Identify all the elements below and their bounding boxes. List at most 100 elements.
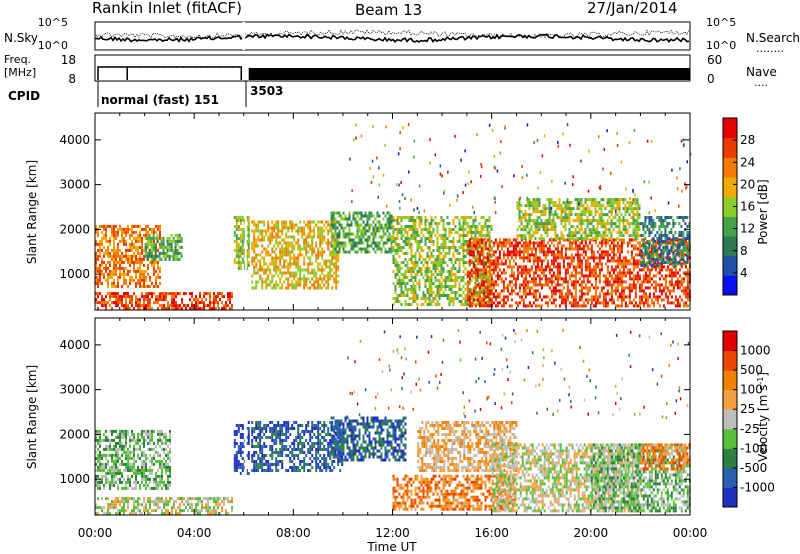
heatmap-cell (392, 234, 395, 237)
heatmap-cell (682, 277, 685, 281)
heatmap-cell (540, 219, 543, 223)
heatmap-cell (660, 219, 663, 222)
heatmap-cell (145, 227, 147, 231)
heatmap-cell (590, 234, 593, 238)
heatmap-cell (630, 271, 633, 275)
heatmap-cell (374, 229, 377, 233)
freq-y-tick-top: 18 (61, 53, 76, 67)
heatmap-cell (121, 233, 123, 237)
heatmap-cell (564, 219, 567, 223)
heatmap-cell (97, 284, 99, 288)
heatmap-cell (358, 229, 361, 233)
heatmap-cell (364, 238, 367, 242)
heatmap-cell (614, 222, 617, 226)
heatmap-cell (265, 250, 268, 254)
heatmap-cell (420, 270, 423, 273)
heatmap-cell (313, 280, 316, 284)
heatmap-cell (420, 303, 423, 306)
heatmap-cell (606, 289, 609, 293)
heatmap-cell (293, 223, 296, 227)
heatmap-cell (446, 246, 449, 249)
heatmap-cell (564, 271, 567, 275)
heatmap-cell (327, 241, 330, 245)
heatmap-cell (213, 298, 215, 302)
heatmap-cell (460, 234, 463, 237)
heatmap-cell (143, 263, 145, 267)
heatmap-cell (646, 249, 649, 252)
heatmap-cell (550, 241, 553, 245)
heatmap-cell (494, 265, 497, 269)
heatmap-cell (392, 255, 395, 258)
heatmap-cell (500, 280, 503, 284)
heatmap-cell (430, 252, 433, 255)
heatmap-cell (644, 295, 647, 299)
heatmap-cell (454, 294, 457, 297)
heatmap-cell (476, 283, 479, 287)
heatmap-cell (620, 301, 623, 305)
heatmap-cell (95, 251, 97, 255)
heatmap-cell (646, 240, 649, 243)
heatmap-cell (330, 244, 333, 248)
heatmap-cell (558, 265, 561, 269)
heatmap-cell (103, 254, 105, 258)
heatmap-cell (644, 246, 647, 249)
heatmap-cell (154, 251, 157, 255)
heatmap-cell (299, 250, 302, 254)
heatmap-cell (518, 210, 521, 214)
heatmap-cell (97, 254, 99, 258)
heatmap-cell (311, 268, 314, 272)
frequency-traces (97, 66, 691, 80)
heatmap-cell (352, 247, 355, 251)
heatmap-cell (137, 298, 139, 302)
heatmap-cell (642, 289, 645, 293)
heatmap-cell (638, 268, 641, 272)
heatmap-cell (261, 235, 264, 239)
heatmap-cell (638, 286, 641, 290)
heatmap-cell (337, 274, 340, 278)
heatmap-cell (510, 250, 513, 254)
heatmap-cell (203, 301, 205, 305)
heatmap-cell (558, 262, 561, 266)
heatmap-cell (554, 277, 557, 281)
heatmap-cell (338, 229, 341, 233)
nave-dot (163, 66, 166, 68)
heatmap-cell (580, 210, 583, 214)
heatmap-cell (616, 298, 619, 302)
heatmap-cell (664, 280, 667, 284)
heatmap-cell (486, 256, 489, 260)
heatmap-cell (408, 240, 411, 243)
heatmap-cell (285, 271, 288, 275)
heatmap-cell (634, 286, 637, 290)
heatmap-cell (604, 262, 607, 266)
heatmap-cell (141, 292, 143, 296)
heatmap-cell (558, 201, 561, 205)
heatmap-cell (239, 237, 242, 240)
heatmap-cell (356, 250, 359, 254)
heatmap-cell (534, 210, 537, 214)
heatmap-cell (634, 234, 637, 238)
heatmap-cell (578, 204, 581, 208)
heatmap-cell (548, 222, 551, 226)
heatmap-cell (352, 232, 355, 236)
heatmap-cell (335, 265, 338, 269)
heatmap-cell (534, 219, 537, 223)
heatmap-cell (522, 280, 525, 284)
heatmap-cell (486, 228, 489, 231)
heatmap-cell (490, 277, 493, 281)
heatmap-cell (488, 262, 491, 266)
heatmap-cell (556, 274, 559, 278)
heatmap-cell (556, 204, 559, 208)
beam-title: Beam 13 (355, 1, 422, 19)
heatmap-cell (620, 304, 623, 308)
heatmap-cell (337, 238, 340, 242)
heatmap-cell (580, 298, 583, 302)
heatmap-cell (309, 286, 312, 290)
heatmap-cell (428, 246, 431, 249)
heatmap-cell (502, 298, 505, 302)
heatmap-cell (165, 298, 167, 302)
heatmap-cell (348, 250, 351, 254)
heatmap-cell (350, 223, 353, 227)
heatmap-cell (566, 207, 569, 211)
heatmap-cell (572, 247, 575, 251)
heatmap-cell (572, 241, 575, 245)
